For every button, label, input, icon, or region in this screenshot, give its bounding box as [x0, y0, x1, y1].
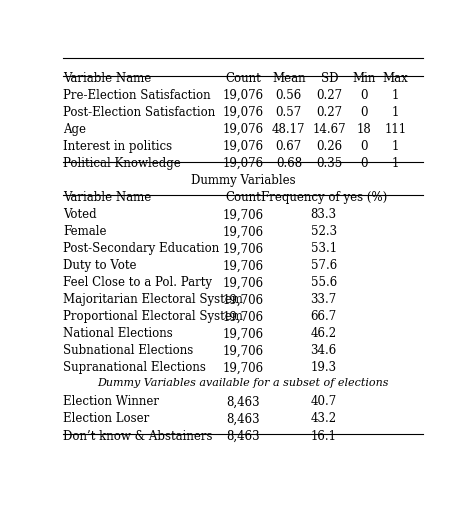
Text: Post-Election Satisfaction: Post-Election Satisfaction — [63, 106, 215, 119]
Text: 19.3: 19.3 — [310, 362, 337, 375]
Text: Min: Min — [353, 72, 376, 85]
Text: Variable Name: Variable Name — [63, 191, 151, 204]
Text: 34.6: 34.6 — [310, 344, 337, 357]
Text: 19,706: 19,706 — [222, 208, 264, 221]
Text: 0: 0 — [360, 89, 368, 102]
Text: 19,076: 19,076 — [222, 89, 264, 102]
Text: 1: 1 — [392, 140, 399, 153]
Text: 19,076: 19,076 — [222, 157, 264, 170]
Text: SD: SD — [320, 72, 338, 85]
Text: Age: Age — [63, 123, 86, 136]
Text: 8,463: 8,463 — [226, 395, 260, 409]
Text: 19,706: 19,706 — [222, 327, 264, 340]
Text: 14.67: 14.67 — [312, 123, 346, 136]
Text: Count: Count — [225, 72, 261, 85]
Text: 40.7: 40.7 — [310, 395, 337, 409]
Text: Pre-Election Satisfaction: Pre-Election Satisfaction — [63, 89, 210, 102]
Text: 0.57: 0.57 — [276, 106, 302, 119]
Text: 46.2: 46.2 — [310, 327, 337, 340]
Text: Count: Count — [225, 191, 261, 204]
Text: 0.27: 0.27 — [316, 89, 342, 102]
Text: Frequency of yes (%): Frequency of yes (%) — [261, 191, 387, 204]
Text: 19,706: 19,706 — [222, 225, 264, 238]
Text: National Elections: National Elections — [63, 327, 173, 340]
Text: Voted: Voted — [63, 208, 97, 221]
Text: Mean: Mean — [272, 72, 306, 85]
Text: 1: 1 — [392, 106, 399, 119]
Text: 0: 0 — [360, 140, 368, 153]
Text: Supranational Elections: Supranational Elections — [63, 362, 206, 375]
Text: 19,706: 19,706 — [222, 293, 264, 306]
Text: Feel Close to a Pol. Party: Feel Close to a Pol. Party — [63, 276, 212, 290]
Text: 8,463: 8,463 — [226, 429, 260, 442]
Text: 19,076: 19,076 — [222, 106, 264, 119]
Text: 52.3: 52.3 — [310, 225, 337, 238]
Text: Proportional Electoral System: Proportional Electoral System — [63, 310, 243, 323]
Text: 19,706: 19,706 — [222, 260, 264, 272]
Text: 0: 0 — [360, 157, 368, 170]
Text: 0.27: 0.27 — [316, 106, 342, 119]
Text: Dummy Variables available for a subset of elections: Dummy Variables available for a subset o… — [97, 379, 389, 388]
Text: 0.26: 0.26 — [316, 140, 342, 153]
Text: 0: 0 — [360, 106, 368, 119]
Text: 43.2: 43.2 — [310, 412, 337, 425]
Text: 19,706: 19,706 — [222, 242, 264, 255]
Text: Majoritarian Electoral System: Majoritarian Electoral System — [63, 293, 243, 306]
Text: 16.1: 16.1 — [311, 429, 337, 442]
Text: 55.6: 55.6 — [310, 276, 337, 290]
Text: 33.7: 33.7 — [310, 293, 337, 306]
Text: 0.56: 0.56 — [276, 89, 302, 102]
Text: 19,076: 19,076 — [222, 140, 264, 153]
Text: Political Knowledge: Political Knowledge — [63, 157, 181, 170]
Text: 57.6: 57.6 — [310, 260, 337, 272]
Text: 8,463: 8,463 — [226, 412, 260, 425]
Text: 66.7: 66.7 — [310, 310, 337, 323]
Text: 1: 1 — [392, 89, 399, 102]
Text: 19,706: 19,706 — [222, 362, 264, 375]
Text: Election Winner: Election Winner — [63, 395, 159, 409]
Text: Don’t know & Abstainers: Don’t know & Abstainers — [63, 429, 212, 442]
Text: 19,706: 19,706 — [222, 276, 264, 290]
Text: Duty to Vote: Duty to Vote — [63, 260, 137, 272]
Text: 0.68: 0.68 — [276, 157, 302, 170]
Text: 111: 111 — [384, 123, 406, 136]
Text: Subnational Elections: Subnational Elections — [63, 344, 193, 357]
Text: 48.17: 48.17 — [272, 123, 306, 136]
Text: 53.1: 53.1 — [310, 242, 337, 255]
Text: Election Loser: Election Loser — [63, 412, 149, 425]
Text: 18: 18 — [357, 123, 372, 136]
Text: Post-Secondary Education: Post-Secondary Education — [63, 242, 219, 255]
Text: 83.3: 83.3 — [310, 208, 337, 221]
Text: 19,076: 19,076 — [222, 123, 264, 136]
Text: Interest in politics: Interest in politics — [63, 140, 172, 153]
Text: Max: Max — [383, 72, 408, 85]
Text: 19,706: 19,706 — [222, 344, 264, 357]
Text: Female: Female — [63, 225, 107, 238]
Text: 19,706: 19,706 — [222, 310, 264, 323]
Text: 1: 1 — [392, 157, 399, 170]
Text: Dummy Variables: Dummy Variables — [191, 174, 295, 187]
Text: 0.35: 0.35 — [316, 157, 342, 170]
Text: Variable Name: Variable Name — [63, 72, 151, 85]
Text: 0.67: 0.67 — [276, 140, 302, 153]
